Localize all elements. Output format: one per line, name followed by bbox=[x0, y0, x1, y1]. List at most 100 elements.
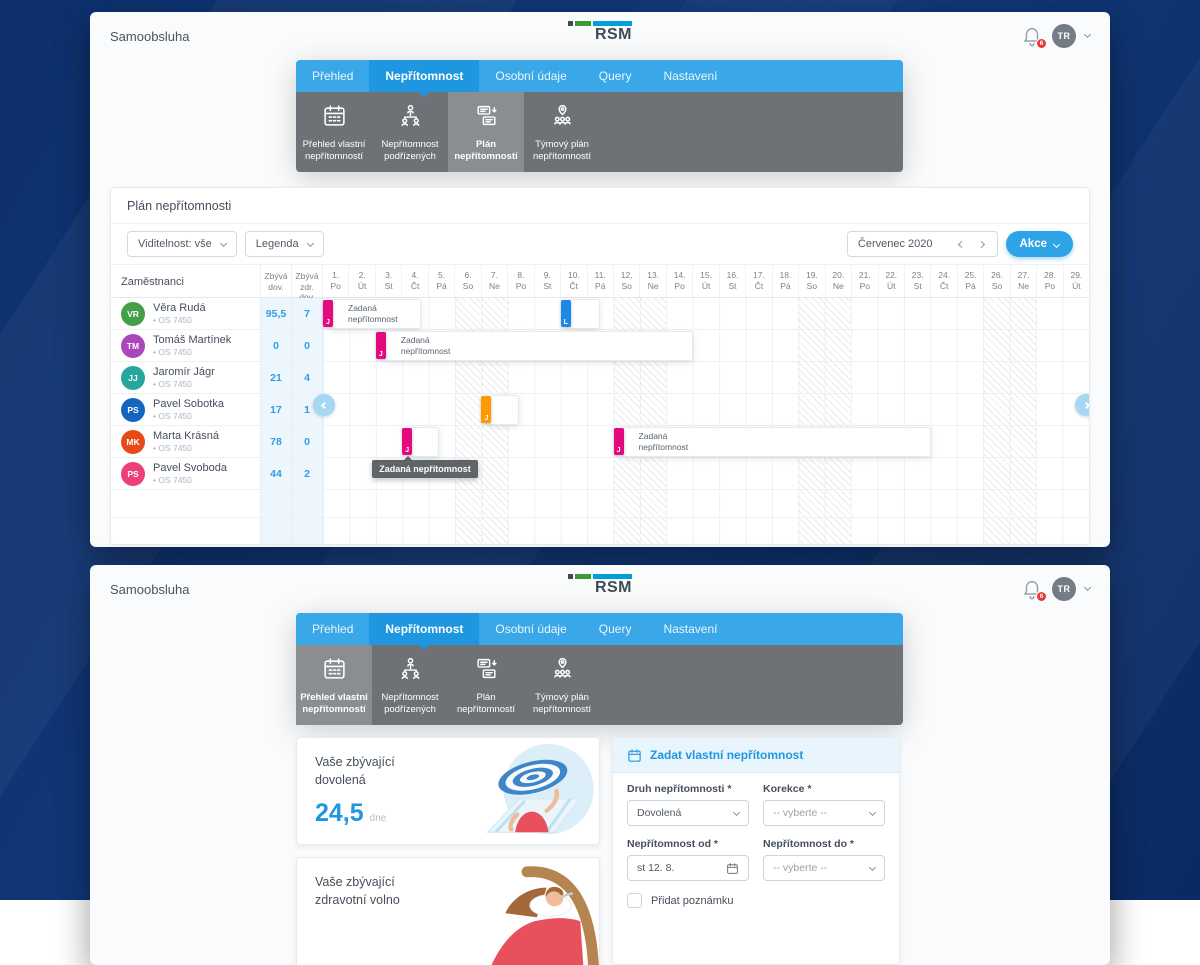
add-note-checkbox[interactable] bbox=[627, 893, 642, 908]
period-label: Červenec 2020 bbox=[858, 238, 933, 250]
absence-event-card[interactable] bbox=[489, 395, 518, 425]
absence-from-date-input[interactable]: st 12. 8. bbox=[627, 855, 749, 881]
absence-event-card[interactable]: Zadaná nepřítomnost bbox=[384, 331, 693, 361]
employee-name-block: Jaromír Jágr• OS 7450 bbox=[153, 366, 215, 390]
table-header-row: Zaměstnanci Zbývá dov. Zbývá zdr. dov. 1… bbox=[111, 264, 1089, 298]
absence-event-letter: J bbox=[481, 415, 491, 422]
empty-row bbox=[111, 490, 1089, 518]
legend-select[interactable]: Legenda bbox=[245, 231, 324, 257]
tab-nastaven-[interactable]: Nastavení bbox=[647, 613, 733, 645]
notification-count-badge: 6 bbox=[1036, 591, 1047, 602]
employee-day-cells[interactable] bbox=[323, 298, 1089, 329]
remaining-health-value: 2 bbox=[292, 458, 323, 489]
subnav-item-calendar[interactable]: Přehled vlastní nepřítomností bbox=[296, 645, 372, 725]
notifications-bell-icon[interactable]: 6 bbox=[1021, 578, 1043, 600]
subnav-item-org[interactable]: Nepřítomnost podřízených bbox=[372, 645, 448, 725]
form-title: Zadat vlastní nepřítomnost bbox=[650, 748, 803, 762]
absence-from-label: Nepřítomnost od * bbox=[627, 838, 749, 850]
tab-p-ehled[interactable]: Přehled bbox=[296, 60, 369, 92]
absence-event-letter: J bbox=[614, 447, 624, 454]
absence-event-marker[interactable]: J bbox=[376, 332, 386, 359]
employee-day-cells[interactable] bbox=[323, 362, 1089, 393]
period-next-button[interactable] bbox=[976, 235, 987, 253]
absence-event-card[interactable]: Zadaná nepřítomnost bbox=[622, 427, 931, 457]
subnav-item-org[interactable]: Nepřítomnost podřízených bbox=[372, 92, 448, 172]
day-column-header: 21.Po bbox=[851, 265, 877, 297]
actions-button[interactable]: Akce bbox=[1006, 231, 1074, 257]
calendar-icon bbox=[726, 862, 739, 875]
absence-event-marker[interactable]: J bbox=[481, 396, 491, 423]
tab-osobn-daje[interactable]: Osobní údaje bbox=[479, 60, 582, 92]
absence-event-card[interactable] bbox=[410, 427, 439, 457]
day-column-header: 13.Ne bbox=[639, 265, 665, 297]
scroll-right-button[interactable] bbox=[1075, 394, 1090, 416]
employee-name: Marta Krásná bbox=[153, 430, 219, 444]
absence-event-marker[interactable]: L bbox=[561, 300, 571, 327]
user-menu-chevron-icon[interactable] bbox=[1084, 584, 1091, 591]
absence-event-marker[interactable]: J bbox=[323, 300, 333, 327]
employee-day-cells[interactable] bbox=[323, 394, 1089, 425]
subnav-item-plan[interactable]: Plán nepřítomností bbox=[448, 645, 524, 725]
tab-query[interactable]: Query bbox=[583, 613, 648, 645]
visibility-select[interactable]: Viditelnost: vše bbox=[127, 231, 237, 257]
absence-to-select[interactable]: -- vyberte -- bbox=[763, 855, 885, 881]
tab-nastaven-[interactable]: Nastavení bbox=[647, 60, 733, 92]
subnav-item-calendar[interactable]: Přehled vlastní nepřítomností bbox=[296, 92, 372, 172]
user-menu-chevron-icon[interactable] bbox=[1084, 31, 1091, 38]
employee-name: Jaromír Jágr bbox=[153, 366, 215, 380]
vacation-card-title: Vaše zbývající dovolená bbox=[297, 738, 422, 789]
subnav-item-plan[interactable]: Plán nepřítomností bbox=[448, 92, 524, 172]
notifications-bell-icon[interactable]: 6 bbox=[1021, 25, 1043, 47]
scroll-left-button[interactable] bbox=[313, 394, 335, 416]
plan-card: Plán nepřítomnosti Viditelnost: vše Lege… bbox=[110, 187, 1090, 545]
tab-osobn-daje[interactable]: Osobní údaje bbox=[479, 613, 582, 645]
tab-p-ehled[interactable]: Přehled bbox=[296, 613, 369, 645]
tab-nep-tomnost[interactable]: Nepřítomnost bbox=[369, 613, 479, 645]
absence-event-letter: J bbox=[323, 319, 333, 326]
user-avatar[interactable]: TR bbox=[1052, 577, 1076, 601]
absence-type-label: Druh nepřítomnosti * bbox=[627, 783, 749, 795]
day-column-header: 9.St bbox=[534, 265, 560, 297]
absence-event-card[interactable] bbox=[569, 299, 601, 329]
absence-event-marker[interactable]: J bbox=[614, 428, 624, 455]
vacation-remaining-unit: dne bbox=[370, 813, 387, 824]
period-prev-button[interactable] bbox=[956, 235, 967, 253]
subnav-item-label: Plán nepřítomností bbox=[448, 139, 524, 164]
absence-entry-form: Zadat vlastní nepřítomnost Druh nepřítom… bbox=[612, 737, 900, 965]
subnav-item-team[interactable]: Týmový plán nepřítomností bbox=[524, 645, 600, 725]
employee-name-block: Pavel Sobotka• OS 7450 bbox=[153, 398, 224, 422]
chevron-down-icon bbox=[220, 239, 227, 246]
absence-type-select[interactable]: Dovolená bbox=[627, 800, 749, 826]
tab-query[interactable]: Query bbox=[583, 60, 648, 92]
avatar: TM bbox=[121, 334, 145, 358]
tab-nep-tomnost[interactable]: Nepřítomnost bbox=[369, 60, 479, 92]
app-title: Samoobsluha bbox=[110, 29, 190, 44]
user-avatar[interactable]: TR bbox=[1052, 24, 1076, 48]
plan-filter-row: Viditelnost: vše Legenda Červenec 2020 A… bbox=[111, 224, 1089, 264]
absence-event-marker[interactable]: J bbox=[402, 428, 412, 455]
sick-bed-illustration bbox=[449, 858, 599, 965]
day-column-header: 25.Pá bbox=[957, 265, 983, 297]
chevron-down-icon bbox=[869, 808, 876, 815]
avatar: PS bbox=[121, 462, 145, 486]
absence-event-letter: L bbox=[561, 319, 571, 326]
absence-event-card[interactable]: Zadaná nepřítomnost bbox=[331, 299, 421, 329]
correction-select[interactable]: -- vyberte -- bbox=[763, 800, 885, 826]
day-column-header: 5.Pá bbox=[428, 265, 454, 297]
employee-name: Pavel Sobotka bbox=[153, 398, 224, 412]
health-leave-remaining-card: Vaše zbývající zdravotní volno bbox=[296, 857, 600, 965]
employee-name: Věra Rudá bbox=[153, 302, 206, 316]
subnav-item-team[interactable]: Týmový plán nepřítomností bbox=[524, 92, 600, 172]
